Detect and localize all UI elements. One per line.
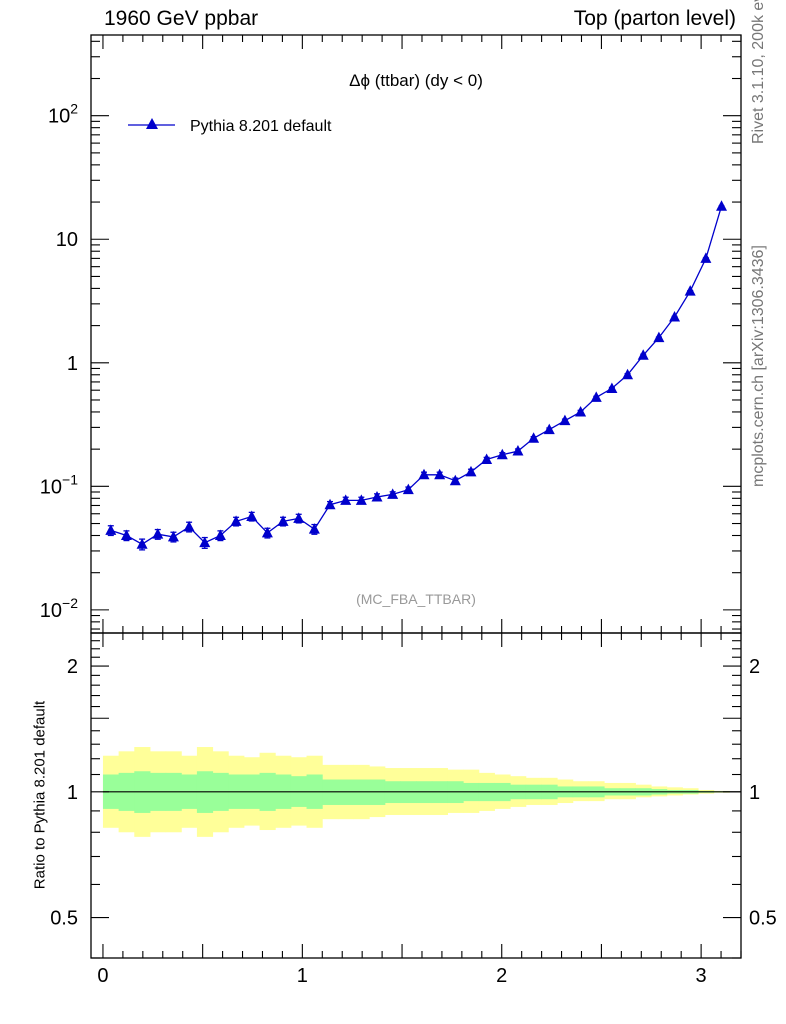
data-point	[637, 349, 649, 360]
mcplots-reference-label: mcplots.cern.ch [arXiv:1306.3436]	[750, 245, 767, 487]
ratio-y-tick-label: 1	[67, 782, 78, 804]
ratio-y-tick-label: 0.5	[50, 908, 78, 930]
data-point	[496, 448, 508, 460]
ratio-plot-frame	[90, 632, 742, 959]
data-point	[559, 414, 571, 426]
data-point	[606, 382, 618, 393]
ratio-y-tick-label-right: 1	[749, 782, 760, 804]
x-tick-label: 0	[97, 965, 108, 987]
legend-label: Pythia 8.201 default	[190, 118, 332, 135]
x-tick-label: 2	[496, 965, 507, 987]
data-point	[371, 490, 383, 502]
header-energy-label: 1960 GeV ppbar	[104, 7, 259, 30]
data-point	[653, 331, 665, 343]
data-point	[214, 529, 226, 541]
data-point	[449, 474, 461, 486]
data-point	[402, 483, 414, 495]
ratio-y-tick-label: 2	[67, 656, 78, 678]
data-point	[230, 515, 242, 526]
data-point	[277, 515, 289, 526]
data-point	[481, 453, 493, 464]
data-point	[136, 538, 148, 549]
data-point	[684, 285, 696, 296]
data-point	[575, 405, 587, 417]
rivet-version-label: Rivet 3.1.10, 200k events	[750, 0, 767, 144]
chart-title: Δϕ (ttbar) (dy < 0)	[349, 71, 483, 90]
data-point	[246, 510, 258, 522]
legend: Pythia 8.201 default	[128, 118, 332, 135]
data-point	[324, 498, 336, 510]
y-tick-label: 1	[67, 353, 78, 375]
data-point	[355, 494, 367, 505]
data-point	[308, 523, 320, 534]
data-point	[543, 423, 555, 435]
data-point	[387, 488, 399, 499]
data-point	[669, 310, 681, 322]
analysis-watermark: (MC_FBA_TTBAR)	[356, 591, 476, 607]
series-line	[110, 206, 723, 545]
data-point	[622, 368, 634, 380]
data-point	[590, 391, 602, 402]
y-tick-label: 10	[56, 229, 78, 251]
legend-marker-triangle	[146, 118, 158, 129]
y-tick-label: 10−2	[40, 595, 78, 622]
x-tick-label: 3	[696, 965, 707, 987]
data-point	[120, 529, 132, 541]
y-tick-label: 10−1	[40, 471, 78, 498]
data-point	[199, 536, 211, 548]
data-point	[716, 200, 728, 211]
data-point	[183, 520, 195, 532]
data-point	[465, 465, 477, 477]
data-point	[434, 468, 446, 480]
data-point	[528, 432, 540, 443]
y-tick-label: 102	[48, 101, 78, 128]
data-point	[261, 526, 273, 538]
ratio-y-axis-label: Ratio to Pythia 8.201 default	[31, 700, 49, 890]
main-plot-frame	[90, 34, 742, 634]
data-point	[105, 524, 117, 535]
ratio-y-tick-label-right: 2	[749, 656, 760, 678]
ratio-y-tick-label-right: 0.5	[749, 908, 777, 930]
data-point	[340, 494, 352, 505]
x-tick-label: 1	[297, 965, 308, 987]
data-point	[512, 445, 524, 456]
data-point	[293, 512, 305, 523]
data-point	[418, 468, 430, 480]
header-process-label: Top (parton level)	[573, 7, 736, 30]
data-point	[167, 530, 179, 542]
data-point	[700, 252, 712, 263]
data-point	[152, 528, 164, 539]
